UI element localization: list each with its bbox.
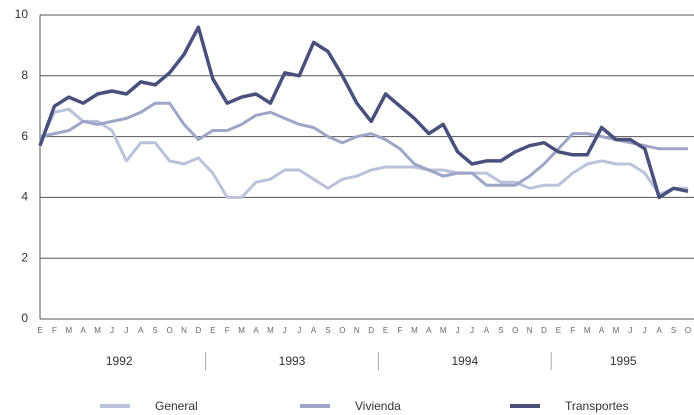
x-tick-label: M (238, 326, 245, 335)
x-tick-label: E (383, 326, 388, 335)
x-tick-label: D (368, 326, 374, 335)
x-tick-label: D (541, 326, 547, 335)
x-tick-label: M (411, 326, 418, 335)
x-tick-label: F (570, 326, 575, 335)
x-tick-label: A (138, 326, 144, 335)
x-tick-label: E (210, 326, 215, 335)
x-tick-label: S (325, 326, 330, 335)
x-tick-label: A (253, 326, 259, 335)
x-tick-label: O (685, 326, 691, 335)
x-tick-label: D (196, 326, 202, 335)
x-tick-label: J (297, 326, 301, 335)
x-tick-label: J (456, 326, 460, 335)
y-tick-label: 0 (21, 311, 28, 325)
x-tick-label: M (584, 326, 591, 335)
x-tick-label: J (124, 326, 128, 335)
year-label: 1992 (106, 354, 133, 368)
x-tick-label: J (283, 326, 287, 335)
x-tick-label: E (556, 326, 561, 335)
x-tick-label: A (657, 326, 663, 335)
legend-label: General (155, 399, 198, 413)
x-tick-label: A (599, 326, 605, 335)
x-tick-label: M (440, 326, 447, 335)
line (38, 107, 688, 199)
y-tick-label: 6 (21, 129, 28, 143)
x-tick-label: A (426, 326, 432, 335)
x-tick-label: N (354, 326, 360, 335)
line (38, 25, 689, 200)
y-tick-label: 2 (21, 250, 28, 264)
x-tick-label: E (37, 326, 42, 335)
x-tick-label: A (484, 326, 490, 335)
x-tick-label: S (671, 326, 676, 335)
legend-label: Vivienda (355, 399, 401, 413)
x-tick-label: O (166, 326, 172, 335)
year-label: 1994 (451, 354, 478, 368)
x-tick-label: N (527, 326, 533, 335)
x-tick-label: M (94, 326, 101, 335)
x-tick-label: A (81, 326, 87, 335)
x-tick-label: F (398, 326, 403, 335)
x-tick-label: M (65, 326, 72, 335)
year-label: 1993 (279, 354, 306, 368)
y-tick-label: 10 (15, 7, 29, 21)
x-tick-label: S (153, 326, 158, 335)
x-tick-label: F (225, 326, 230, 335)
line (39, 101, 688, 187)
x-tick-label: S (498, 326, 503, 335)
x-tick-label: J (470, 326, 474, 335)
x-tick-label: N (181, 326, 187, 335)
x-tick-label: F (52, 326, 57, 335)
x-tick-label: J (628, 326, 632, 335)
x-tick-label: J (643, 326, 647, 335)
y-tick-label: 4 (21, 190, 28, 204)
y-tick-label: 8 (21, 68, 28, 82)
x-tick-label: O (512, 326, 518, 335)
legend-label: Transportes (565, 399, 629, 413)
x-tick-label: M (267, 326, 274, 335)
x-tick-label: O (339, 326, 345, 335)
x-tick-label: M (613, 326, 620, 335)
x-tick-label: J (110, 326, 114, 335)
year-label: 1995 (610, 354, 637, 368)
x-tick-label: A (311, 326, 317, 335)
